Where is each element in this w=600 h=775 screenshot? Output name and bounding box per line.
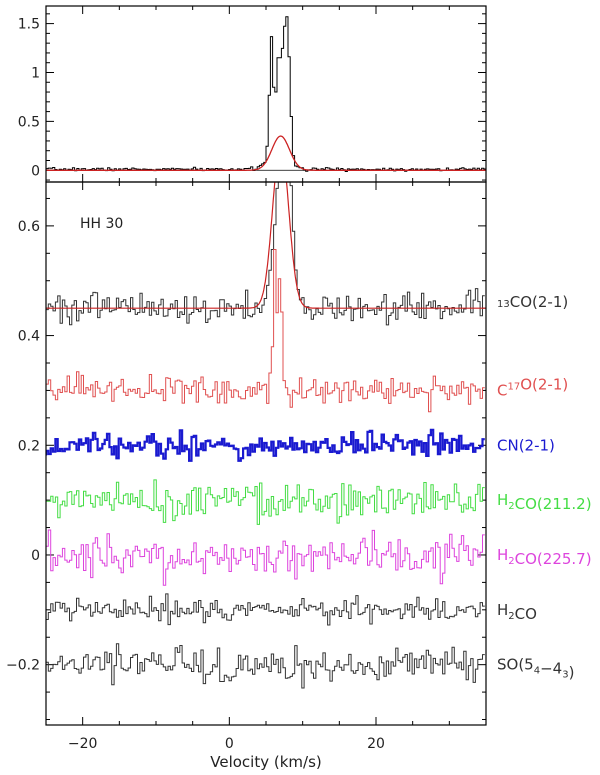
y-tick-label: −0.2 bbox=[6, 658, 40, 674]
gaussian-fit bbox=[46, 135, 486, 171]
spectrum-1 bbox=[46, 249, 485, 413]
series-label: H2CO(225.7) bbox=[497, 546, 592, 568]
x-axis-title: Velocity (km/s) bbox=[210, 753, 321, 771]
spectrum-line bbox=[46, 529, 485, 586]
spectrum-4 bbox=[46, 529, 485, 586]
spectrum-line bbox=[46, 249, 485, 413]
observed-spectrum bbox=[45, 16, 486, 172]
spectrum-line bbox=[46, 428, 485, 462]
y-tick-label: 0.2 bbox=[18, 438, 40, 454]
series-label: C17O(2-1) bbox=[497, 375, 568, 399]
spectrum-line bbox=[46, 479, 485, 525]
series-label: 13CO(2-1) bbox=[497, 293, 568, 311]
series-labels: 13CO(2-1) C17O(2-1) CN(2-1) H2CO(211.2) H2CO… bbox=[497, 293, 592, 682]
series-label: SO(54−43) bbox=[497, 656, 574, 682]
x-tick-label: 0 bbox=[225, 736, 234, 752]
y-tick-label: 0.5 bbox=[18, 114, 40, 130]
y-tick-label: 0.6 bbox=[18, 219, 40, 235]
x-tick-label: 20 bbox=[367, 736, 385, 752]
y-tick-label: 0 bbox=[31, 548, 40, 564]
spectrum-3 bbox=[46, 479, 485, 525]
y-tick-label: 1 bbox=[31, 65, 40, 81]
bottom-xtick-labels: −20 0 20 bbox=[68, 736, 385, 752]
y-tick-label: 0.4 bbox=[18, 329, 40, 345]
series-label: H2CO(211.2) bbox=[497, 491, 592, 513]
bottom-series bbox=[46, 182, 486, 689]
bottom-ytick-labels: −0.2 0 0.2 0.4 0.6 bbox=[6, 219, 40, 674]
y-tick-label: 1.5 bbox=[18, 17, 40, 33]
spectrum-2 bbox=[46, 428, 485, 462]
series-label: H2CO bbox=[497, 601, 537, 623]
top-ytick-labels: 0 0.5 1 1.5 bbox=[18, 17, 40, 180]
spectrum-line bbox=[46, 182, 485, 326]
spectrum-5 bbox=[46, 593, 485, 626]
spectrum-line bbox=[46, 593, 485, 626]
top-panel: 0 0.5 1 1.5 bbox=[18, 5, 487, 183]
hh30-annotation: HH 30 bbox=[80, 216, 123, 232]
y-tick-label: 0 bbox=[31, 163, 40, 179]
spectrum-6 bbox=[46, 643, 485, 689]
top-series bbox=[45, 16, 486, 172]
bottom-panel: −0.2 0 0.2 0.4 0.6 −20 0 20 13CO(2-1) C17O(2-1)… bbox=[6, 181, 592, 771]
gaussian-fit bbox=[46, 182, 486, 309]
bottom-panel-frame bbox=[45, 181, 487, 726]
x-tick-label: −20 bbox=[68, 736, 98, 752]
spectrum-line bbox=[46, 643, 485, 689]
series-label: CN(2-1) bbox=[497, 436, 555, 454]
spectrum-0 bbox=[46, 182, 486, 326]
